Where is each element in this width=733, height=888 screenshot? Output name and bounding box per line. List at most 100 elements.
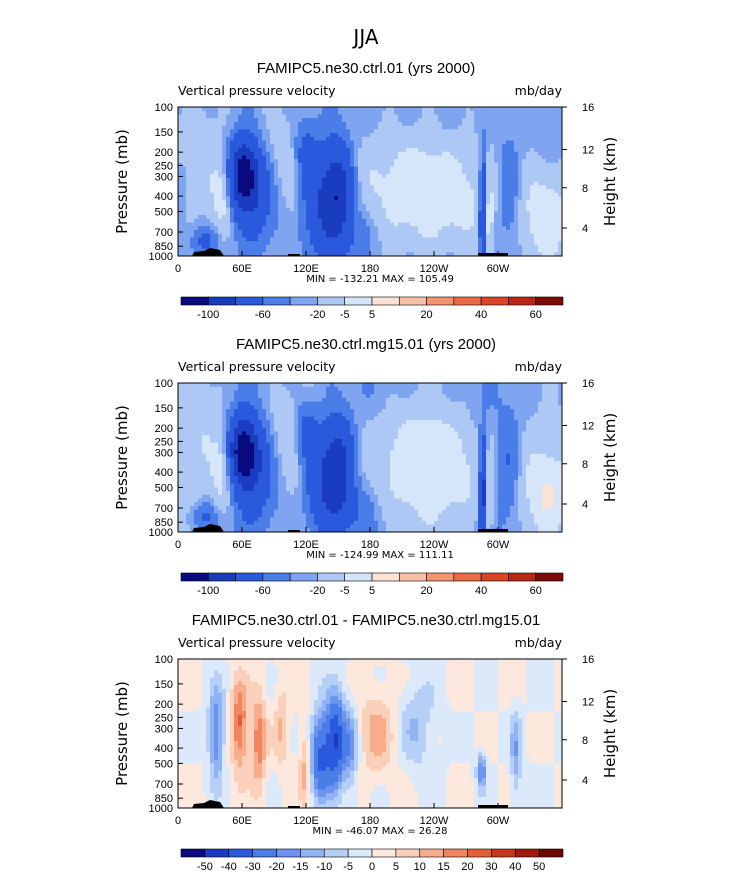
topography [478, 253, 508, 256]
y-tick-label: 500 [155, 206, 173, 218]
y-tick-label: 1000 [149, 803, 173, 815]
topography [288, 254, 300, 256]
y-tick-label: 300 [155, 723, 173, 735]
chart-panel-1: FAMIPC5.ne30.ctrl.01 (yrs 2000) Vertical … [113, 60, 619, 321]
colorbar-box [453, 572, 482, 582]
colorbar-label: -20 [309, 309, 325, 321]
y-tick-label: 700 [155, 503, 173, 515]
y-tick-label: 500 [155, 482, 173, 494]
x-tick-label: 120W [420, 539, 449, 551]
y-tick-label: 850 [155, 793, 173, 805]
x-tick-label: 120W [420, 815, 449, 827]
topography [288, 806, 300, 808]
colorbar-box [480, 296, 509, 306]
y-tick-label: 200 [155, 423, 173, 435]
colorbar-label: 40 [475, 585, 487, 597]
x-tick-label: 0 [175, 815, 181, 827]
variable-label: Vertical pressure velocity [178, 359, 336, 374]
y-tick-label: 300 [155, 447, 173, 459]
colorbar-label: 10 [414, 861, 426, 873]
colorbar-label: 5 [369, 585, 375, 597]
colorbar-box [426, 572, 455, 582]
colorbar-box [180, 296, 209, 306]
colorbar-box [228, 848, 253, 858]
colorbar-label: 60 [530, 585, 542, 597]
topography [478, 529, 508, 532]
figure-title: JJA [351, 25, 378, 49]
colorbar-box [207, 296, 236, 306]
colorbar-label: 40 [509, 861, 521, 873]
y-tick-label: 200 [155, 699, 173, 711]
panel-title: FAMIPC5.ne30.ctrl.mg15.01 (yrs 2000) [236, 336, 496, 353]
panel-title: FAMIPC5.ne30.ctrl.01 (yrs 2000) [257, 60, 475, 77]
y-tick-label: 1000 [149, 251, 173, 263]
colorbar-box [317, 572, 346, 582]
y-right-tick-label: 12 [582, 696, 594, 708]
colorbar-box [371, 296, 400, 306]
colorbar-label: -5 [340, 309, 350, 321]
panel-title: FAMIPC5.ne30.ctrl.01 - FAMIPC5.ne30.ctrl… [192, 612, 541, 629]
y-tick-label: 500 [155, 758, 173, 770]
colorbar-label: 5 [369, 309, 375, 321]
contour-field [178, 107, 563, 257]
x-tick-label: 180 [361, 263, 379, 275]
colorbar-box [180, 848, 206, 858]
colorbar-box [276, 848, 301, 858]
y-right-tick-label: 12 [582, 420, 594, 432]
colorbar-label: 20 [420, 585, 432, 597]
colorbar-box [235, 296, 264, 306]
colorbar-box [538, 848, 564, 858]
colorbar-label: -100 [197, 309, 219, 321]
colorbar-label: -10 [316, 861, 332, 873]
y-right-axis-label: Height (km) [601, 689, 619, 778]
x-tick-label: 120E [293, 815, 319, 827]
contour-field [178, 659, 563, 809]
x-tick-label: 120E [293, 539, 319, 551]
colorbar-box [508, 296, 537, 306]
units-label: mb/day [515, 359, 563, 374]
topography [192, 524, 224, 532]
colorbar-box [344, 572, 373, 582]
topography [192, 248, 224, 256]
variable-label: Vertical pressure velocity [178, 83, 336, 98]
x-tick-label: 0 [175, 263, 181, 275]
y-tick-label: 150 [155, 403, 173, 415]
y-tick-label: 400 [155, 743, 173, 755]
colorbar-label: -5 [340, 585, 350, 597]
colorbar-label: -60 [255, 585, 271, 597]
y-right-tick-label: 16 [582, 102, 594, 114]
y-right-tick-label: 4 [582, 223, 588, 235]
colorbar-box [289, 296, 318, 306]
y-right-tick-label: 12 [582, 144, 594, 156]
min-max-text: MIN = -124.99 MAX = 111.11 [306, 550, 454, 561]
x-tick-label: 60E [232, 263, 252, 275]
colorbar-box [535, 572, 564, 582]
colorbar-label: -5 [343, 861, 353, 873]
y-right-tick-label: 16 [582, 654, 594, 666]
y-tick-label: 300 [155, 171, 173, 183]
x-tick-label: 0 [175, 539, 181, 551]
colorbar-box [398, 572, 427, 582]
y-right-axis-label: Height (km) [601, 137, 619, 226]
colorbar-box [491, 848, 516, 858]
y-tick-label: 250 [155, 436, 173, 448]
y-tick-label: 100 [155, 654, 173, 666]
y-axis-label: Pressure (mb) [113, 405, 131, 510]
colorbar-label: 20 [461, 861, 473, 873]
colorbar-box [453, 296, 482, 306]
y-tick-label: 400 [155, 191, 173, 203]
colorbar-label: -30 [245, 861, 261, 873]
min-max-text: MIN = -46.07 MAX = 26.28 [313, 826, 448, 837]
y-tick-label: 100 [155, 378, 173, 390]
variable-label: Vertical pressure velocity [178, 635, 336, 650]
x-tick-label: 180 [361, 815, 379, 827]
min-max-text: MIN = -132.21 MAX = 105.49 [306, 274, 454, 285]
colorbar-box [180, 572, 209, 582]
y-tick-label: 150 [155, 679, 173, 691]
x-tick-label: 60E [232, 539, 252, 551]
y-tick-label: 100 [155, 102, 173, 114]
y-right-tick-label: 4 [582, 499, 588, 511]
x-tick-label: 60W [487, 815, 510, 827]
colorbar-label: 0 [369, 861, 375, 873]
colorbar-box [398, 296, 427, 306]
